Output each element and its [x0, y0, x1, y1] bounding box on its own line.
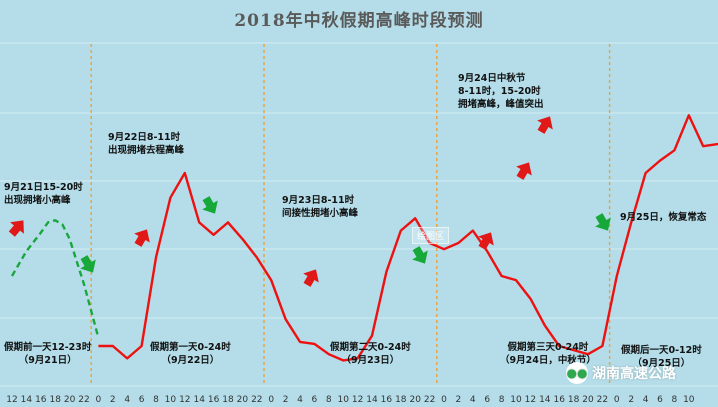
- day-label-day1: 假期第一天0-24时 （9月22日）: [150, 342, 231, 366]
- annotation-sep21-peak: 9月21日15-20时 出现拥堵小高峰: [4, 182, 83, 206]
- day-label-post-holiday: 假期后一天0-12时 （9月25日）: [621, 345, 702, 369]
- up-arrow-icon-shape: [516, 162, 532, 180]
- x-tick-label: 14: [539, 395, 551, 405]
- x-tick-label: 6: [657, 395, 663, 405]
- chart-title: 2018年中秋假期高峰时段预测: [234, 11, 484, 31]
- x-tick-label: 8: [326, 395, 332, 405]
- day-label-pre-holiday: 假期前一天12-23时 （9月21日）: [4, 342, 92, 366]
- annotation-sep22-peak: 9月22日8-11时 出现拥堵去程高峰: [108, 132, 185, 156]
- x-tick-label: 20: [409, 395, 421, 405]
- x-tick-label: 12: [525, 395, 536, 405]
- up-arrow-icon: [303, 269, 319, 287]
- x-tick-label: 18: [395, 395, 407, 405]
- x-tick-label: 4: [470, 395, 476, 405]
- wechat-icon: ●●: [566, 362, 588, 384]
- x-tick-label: 20: [237, 395, 249, 405]
- up-arrow-icon: [516, 162, 532, 180]
- up-arrow-icon: [478, 232, 494, 250]
- brand-name: 湖南高速公路: [592, 366, 676, 382]
- series-line-1: [98, 114, 718, 362]
- x-tick-label: 16: [208, 395, 220, 405]
- day-label-day2: 假期第二天0-24时 （9月23日）: [330, 342, 411, 366]
- up-arrow-icon-shape: [134, 229, 150, 247]
- down-arrow-icon: [595, 213, 611, 231]
- down-arrow-icon-shape: [80, 255, 96, 273]
- annotation-sep24-peak: 9月24日中秋节 8-11时，15-20时 拥堵高峰，峰值突出: [458, 73, 544, 110]
- x-tick-label: 18: [222, 395, 234, 405]
- x-tick-label: 4: [297, 395, 303, 405]
- x-tick-label: 0: [614, 395, 620, 405]
- x-tick-label: 20: [582, 395, 594, 405]
- x-tick-label: 2: [628, 395, 634, 405]
- x-tick-label: 16: [35, 395, 47, 405]
- x-tick-label: 8: [153, 395, 159, 405]
- annotation-sep25-note: 9月25日，恢复常态: [620, 212, 707, 223]
- x-tick-label: 10: [165, 395, 177, 405]
- up-arrow-icon-shape: [303, 269, 319, 287]
- x-tick-label: 14: [193, 395, 205, 405]
- x-tick-label: 2: [110, 395, 116, 405]
- x-tick-label: 10: [683, 395, 695, 405]
- x-tick-label: 14: [21, 395, 33, 405]
- x-tick-label: 2: [456, 395, 462, 405]
- day-label-day3: 假期第三天0-24时 （9月24日，中秋节）: [500, 342, 596, 366]
- down-arrow-icon-shape: [202, 196, 218, 214]
- x-tick-label: 18: [568, 395, 580, 405]
- annotation-sep23-peak: 9月23日8-11时 间接性拥堵小高峰: [282, 195, 359, 219]
- x-tick-label: 6: [139, 395, 145, 405]
- up-arrow-icon-shape: [537, 116, 553, 134]
- x-tick-label: 8: [672, 395, 678, 405]
- x-tick-label: 0: [268, 395, 274, 405]
- plot-area-watermark: 绘图区: [412, 227, 450, 244]
- down-arrow-icon-shape: [595, 213, 611, 231]
- x-tick-label: 16: [553, 395, 565, 405]
- x-tick-label: 20: [64, 395, 76, 405]
- x-tick-label: 12: [6, 395, 17, 405]
- x-tick-label: 22: [78, 395, 89, 405]
- up-arrow-icon-shape: [8, 220, 24, 237]
- up-arrow-icon: [134, 229, 150, 247]
- up-arrow-icon-shape: [478, 232, 494, 250]
- x-tick-label: 10: [337, 395, 349, 405]
- x-tick-label: 12: [352, 395, 363, 405]
- down-arrow-icon: [412, 246, 428, 264]
- x-tick-label: 22: [251, 395, 262, 405]
- x-tick-label: 6: [484, 395, 490, 405]
- x-tick-label: 22: [424, 395, 435, 405]
- down-arrow-icon: [202, 196, 218, 214]
- x-tick-label: 12: [179, 395, 190, 405]
- x-tick-label: 22: [597, 395, 608, 405]
- x-tick-label: 8: [499, 395, 505, 405]
- brand-mark: ●● 湖南高速公路: [566, 362, 676, 384]
- x-tick-label: 4: [643, 395, 649, 405]
- down-arrow-icon-shape: [412, 246, 428, 264]
- x-tick-label: 0: [96, 395, 102, 405]
- x-tick-label: 4: [124, 395, 130, 405]
- x-tick-label: 16: [381, 395, 393, 405]
- down-arrow-icon: [80, 255, 96, 273]
- up-arrow-icon: [537, 116, 553, 134]
- x-tick-label: 0: [441, 395, 447, 405]
- x-tick-label: 14: [366, 395, 378, 405]
- x-tick-label: 2: [283, 395, 289, 405]
- x-tick-label: 6: [312, 395, 318, 405]
- series-line-0: [10, 219, 100, 339]
- x-tick-label: 18: [49, 395, 61, 405]
- up-arrow-icon: [8, 220, 24, 237]
- x-tick-label: 10: [510, 395, 522, 405]
